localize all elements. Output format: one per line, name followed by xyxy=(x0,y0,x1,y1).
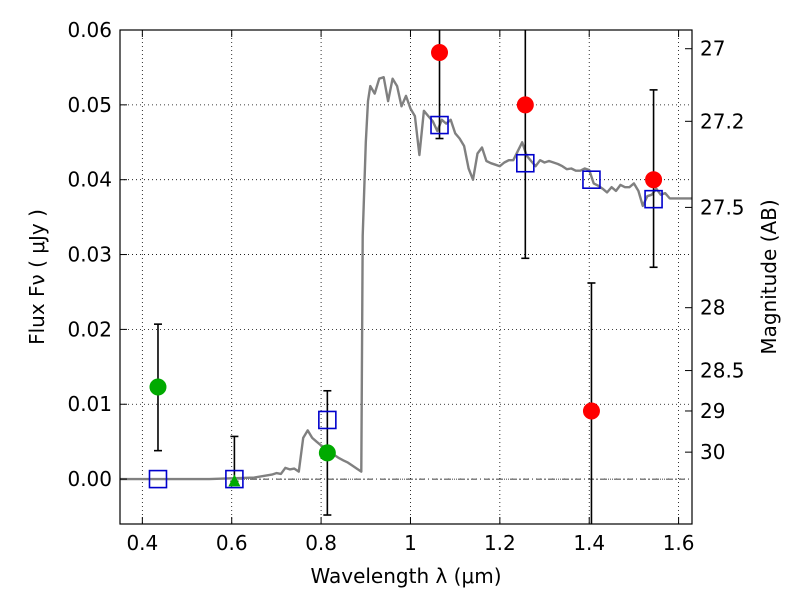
nondetection-point xyxy=(228,474,241,487)
y-tick-label: 0.00 xyxy=(67,467,112,491)
detection-point xyxy=(582,402,600,420)
y-tick-label: 0.04 xyxy=(67,168,112,192)
y-axis-title: Flux Fν ( μJy ) xyxy=(25,209,49,345)
grid xyxy=(120,29,692,524)
model_photometry-point xyxy=(644,189,663,209)
x-axis-title: Wavelength λ (μm) xyxy=(310,564,501,588)
model_photometry-point xyxy=(225,469,244,489)
y-tick-label: 0.02 xyxy=(67,317,112,341)
x-tick-label: 0.6 xyxy=(216,531,248,555)
nondetection-point xyxy=(318,444,336,462)
detection-point xyxy=(516,96,534,114)
y2-tick-label: 30 xyxy=(700,440,725,464)
model_photometry-point xyxy=(582,170,601,189)
y2-tick-label: 27 xyxy=(700,37,725,61)
x-tick-label: 1.4 xyxy=(573,531,605,555)
detection-point xyxy=(431,43,449,61)
tick-layer: 0.4 0.6 0.8 1 1.2 1.4 1.6 0.00 0.01 0.02 0.03 0.04 0… xyxy=(67,18,744,555)
detection-point xyxy=(645,171,663,189)
y-tick-label: 0.03 xyxy=(67,243,112,267)
y2-tick-label: 27.2 xyxy=(700,109,745,133)
model_photometry-point xyxy=(516,153,535,173)
x-tick-label: 0.8 xyxy=(305,531,337,555)
y2-tick-label: 28.5 xyxy=(700,359,745,383)
x-tick-label: 0.4 xyxy=(126,531,158,555)
plot-frame xyxy=(119,29,693,525)
model-spectrum-series xyxy=(120,75,692,481)
errorbar-layer xyxy=(153,30,658,524)
y2-tick-label: 28 xyxy=(700,296,725,320)
model_photometry-point xyxy=(318,410,337,430)
model-spectrum-line xyxy=(120,75,692,481)
y2-tick-label: 27.5 xyxy=(700,195,745,219)
y2-tick-label: 29 xyxy=(700,399,725,423)
x-tick-label: 1.6 xyxy=(663,531,695,555)
y2-axis-title: Magnitude (AB) xyxy=(757,199,781,354)
model_photometry-point xyxy=(430,115,449,135)
nondetection-point xyxy=(149,378,167,396)
y-tick-label: 0.06 xyxy=(67,18,112,42)
model_photometry-point xyxy=(148,469,168,489)
marker-layer xyxy=(148,43,663,489)
y-tick-label: 0.01 xyxy=(67,392,112,416)
x-tick-label: 1 xyxy=(404,531,417,555)
y-tick-label: 0.05 xyxy=(67,93,112,117)
x-tick-label: 1.2 xyxy=(484,531,516,555)
